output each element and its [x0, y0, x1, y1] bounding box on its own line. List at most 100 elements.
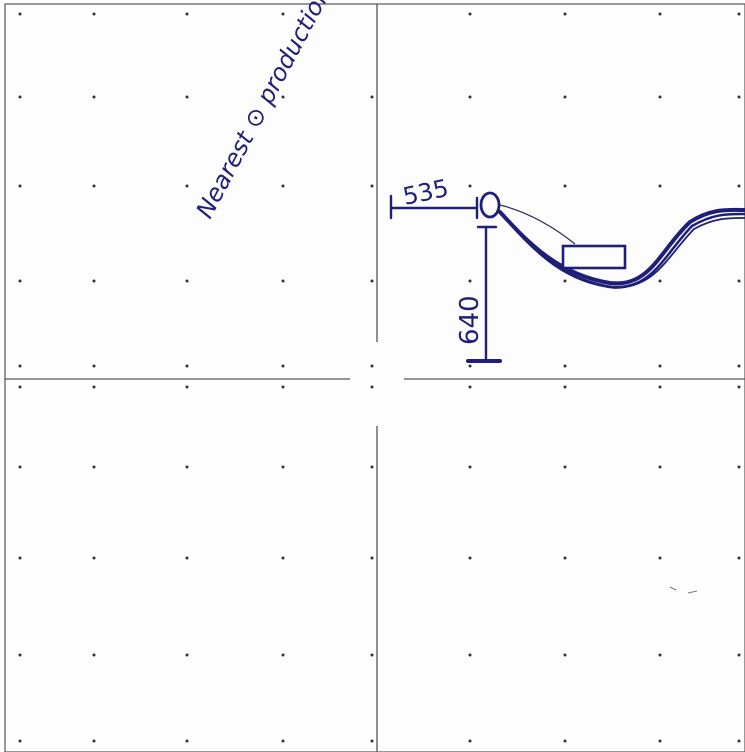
grid-dot	[468, 653, 472, 657]
grid-dot	[185, 12, 189, 16]
grid-dot	[658, 465, 662, 469]
grid-dot	[185, 465, 189, 469]
connector-line	[499, 204, 576, 245]
dimension-vertical-label: 640	[455, 295, 485, 345]
component-box	[561, 244, 627, 270]
grid-dot	[92, 12, 96, 16]
grid-dot	[370, 364, 374, 368]
grid-dot	[737, 12, 741, 16]
grid-dot	[370, 279, 374, 283]
grid-dot	[563, 364, 567, 368]
grid-dot	[92, 653, 96, 657]
grid-dot	[468, 739, 472, 743]
grid-dot	[281, 556, 285, 560]
grid-dots	[18, 12, 741, 743]
grid-dot	[563, 12, 567, 16]
grid-dot	[563, 556, 567, 560]
grid-dot	[658, 95, 662, 99]
grid-dot	[185, 556, 189, 560]
grid-dot	[563, 465, 567, 469]
grid-dot	[18, 653, 22, 657]
grid-dot	[370, 465, 374, 469]
grid-dot	[281, 653, 285, 657]
grid-dot	[658, 653, 662, 657]
grid-dot	[563, 385, 567, 389]
grid-dot	[737, 95, 741, 99]
stray-marks	[669, 586, 698, 594]
grid-dot	[92, 95, 96, 99]
grid-dot	[370, 385, 374, 389]
dimension-horizontal	[389, 194, 479, 220]
dimension-horizontal-label-group: 535	[400, 174, 451, 211]
grid-dot	[468, 465, 472, 469]
grid-dot	[281, 739, 285, 743]
grid-dot	[468, 556, 472, 560]
grid-dot	[563, 95, 567, 99]
origin-circle-marker	[479, 191, 501, 219]
grid-dot	[737, 556, 741, 560]
grid-dot	[92, 279, 96, 283]
grid-dot	[18, 184, 22, 188]
grid-dot	[658, 739, 662, 743]
grid-dot	[737, 653, 741, 657]
dimension-vertical-label-group: 640	[455, 295, 485, 345]
grid-dot	[563, 184, 567, 188]
grid-dot	[18, 95, 22, 99]
grid-dot	[281, 184, 285, 188]
grid-dot	[185, 653, 189, 657]
grid-dot	[370, 739, 374, 743]
grid-dot	[281, 12, 285, 16]
grid-dot	[658, 184, 662, 188]
grid-dot	[737, 739, 741, 743]
grid-dot	[92, 364, 96, 368]
grid-dot	[468, 95, 472, 99]
grid-dot	[468, 279, 472, 283]
grid-dot	[18, 279, 22, 283]
grid-dot	[185, 95, 189, 99]
grid-dot	[92, 739, 96, 743]
grid-dot	[658, 364, 662, 368]
grid-dot	[18, 465, 22, 469]
grid-dot	[370, 653, 374, 657]
grid-dot	[185, 279, 189, 283]
grid-dot	[658, 12, 662, 16]
annotation-text: Nearest ⊙ production	[191, 0, 337, 223]
grid-dot	[737, 364, 741, 368]
grid-dot	[18, 385, 22, 389]
grid-dot	[281, 279, 285, 283]
grid-dot	[92, 184, 96, 188]
grid-dot	[281, 465, 285, 469]
sheet-border	[4, 3, 745, 752]
grid-dot	[18, 556, 22, 560]
grid-dot	[563, 653, 567, 657]
grid-dot	[185, 184, 189, 188]
grid-dot	[185, 364, 189, 368]
grid-dot	[281, 95, 285, 99]
grid-dot	[658, 385, 662, 389]
grid-dot	[370, 556, 374, 560]
grid-dot	[370, 184, 374, 188]
grid-dot	[92, 465, 96, 469]
grid-dot	[468, 12, 472, 16]
grid-dot	[468, 385, 472, 389]
grid-dot	[468, 364, 472, 368]
grid-dot	[18, 12, 22, 16]
grid-dot	[281, 385, 285, 389]
dimension-vertical	[466, 225, 502, 363]
grid-dot	[658, 556, 662, 560]
grid-dot	[658, 279, 662, 283]
grid-dot	[468, 184, 472, 188]
grid-dot	[92, 385, 96, 389]
grid-dot	[737, 279, 741, 283]
grid-dot	[185, 739, 189, 743]
grid-dot	[370, 95, 374, 99]
grid-dot	[185, 385, 189, 389]
grid-dot	[18, 739, 22, 743]
grid-dot	[737, 465, 741, 469]
grid-dot	[92, 556, 96, 560]
dimension-horizontal-label: 535	[400, 174, 451, 211]
grid-dot	[737, 385, 741, 389]
grid-dot	[563, 739, 567, 743]
